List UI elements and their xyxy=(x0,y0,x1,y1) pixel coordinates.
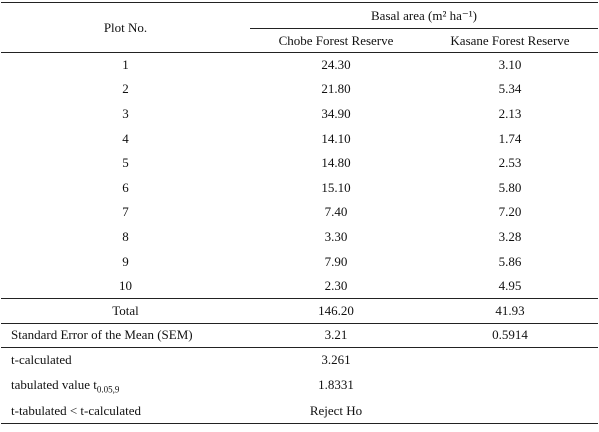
column-header: Chobe Forest Reserve xyxy=(250,28,422,53)
table-row: 3 34.90 2.13 xyxy=(1,102,598,127)
basal-area-value: 7.90 xyxy=(324,253,348,269)
tabulated-value: 1.8331 xyxy=(318,377,354,393)
plot-number: 1 xyxy=(122,57,129,73)
empty-cell xyxy=(422,347,598,372)
plot-number: 10 xyxy=(119,277,132,293)
basal-area-value: 5.34 xyxy=(498,81,522,97)
basal-area-value: 2.53 xyxy=(498,155,522,171)
header-row: Chobe Forest Reserve Kasane Forest Reser… xyxy=(1,28,598,53)
table-row: Total 146.20 41.93 xyxy=(1,297,598,324)
tabulated-label-text: tabulated value t xyxy=(11,376,97,392)
basal-area-value: 24.30 xyxy=(321,57,351,73)
basal-area-header: Basal area (m² ha⁻¹) xyxy=(250,2,598,29)
header-row: Plot No. Basal area (m² ha⁻¹) xyxy=(1,2,598,53)
table-row: t-calculated 3.261 xyxy=(1,347,598,372)
basal-area-value: 34.90 xyxy=(321,105,351,121)
basal-area-value: 3.28 xyxy=(498,228,522,244)
column-header: Kasane Forest Reserve xyxy=(422,28,598,53)
table-row: tabulated value t0.05,9 1.8331 xyxy=(1,372,598,398)
table-row: 4 14.10 1.74 xyxy=(1,126,598,151)
plot-number: 3 xyxy=(122,105,129,121)
basal-area-value: 21.80 xyxy=(321,81,351,97)
sem-label: Standard Error of the Mean (SEM) xyxy=(1,323,250,348)
total-label: Total xyxy=(1,297,250,324)
table-row: t-tabulated < t-calculated Reject Ho xyxy=(1,398,598,424)
table-row: 6 15.10 5.80 xyxy=(1,175,598,200)
table-row: 9 7.90 5.86 xyxy=(1,249,598,274)
table-row: 8 3.30 3.28 xyxy=(1,225,598,250)
empty-cell xyxy=(422,398,598,424)
plot-number: 7 xyxy=(122,204,129,220)
t-calculated-value: 3.261 xyxy=(321,352,351,368)
plot-number: 6 xyxy=(122,179,129,195)
basal-area-value: 14.10 xyxy=(321,130,351,146)
tabulated-label: tabulated value t0.05,9 xyxy=(1,372,250,398)
basal-area-value: 7.40 xyxy=(324,204,348,220)
basal-area-value: 2.30 xyxy=(324,277,348,293)
basal-area-value: 14.80 xyxy=(321,155,351,171)
plot-number: 9 xyxy=(122,253,129,269)
basal-area-value: 2.13 xyxy=(498,105,522,121)
sem-value: 0.5914 xyxy=(422,323,598,348)
plot-number: 8 xyxy=(122,228,129,244)
basal-area-value: 5.86 xyxy=(498,253,522,269)
empty-cell xyxy=(422,372,598,398)
basal-area-value: 3.10 xyxy=(498,57,522,73)
table-row: 2 21.80 5.34 xyxy=(1,77,598,102)
table-row: 10 2.30 4.95 xyxy=(1,274,598,299)
decision-label: t-tabulated < t-calculated xyxy=(1,398,250,424)
table-row: 7 7.40 7.20 xyxy=(1,200,598,225)
basal-area-value: 7.20 xyxy=(498,204,522,220)
tabulated-subscript: 0.05,9 xyxy=(96,384,120,395)
decision-value: Reject Ho xyxy=(250,398,422,424)
basal-area-value: 3.30 xyxy=(324,228,348,244)
table-row: 5 14.80 2.53 xyxy=(1,151,598,176)
total-value: 41.93 xyxy=(422,297,598,324)
plot-number: 2 xyxy=(122,81,129,97)
sem-value: 3.21 xyxy=(250,323,422,348)
plot-number: 4 xyxy=(122,130,129,146)
plot-no-header: Plot No. xyxy=(1,2,250,53)
t-calculated-label: t-calculated xyxy=(11,352,72,368)
plot-number: 5 xyxy=(122,155,129,171)
table-row: 1 24.30 3.10 xyxy=(1,53,598,78)
basal-area-value: 5.80 xyxy=(498,179,522,195)
basal-area-value: 4.95 xyxy=(498,277,522,293)
basal-area-value: 15.10 xyxy=(321,179,351,195)
table-row: Standard Error of the Mean (SEM) 3.21 0.59… xyxy=(1,323,598,348)
basal-area-value: 1.74 xyxy=(498,130,522,146)
total-value: 146.20 xyxy=(250,297,422,324)
table-body: Plot No. Basal area (m² ha⁻¹) Chobe Fore… xyxy=(1,2,598,424)
basal-area-table: Plot No. Basal area (m² ha⁻¹) Chobe Fore… xyxy=(1,2,598,424)
